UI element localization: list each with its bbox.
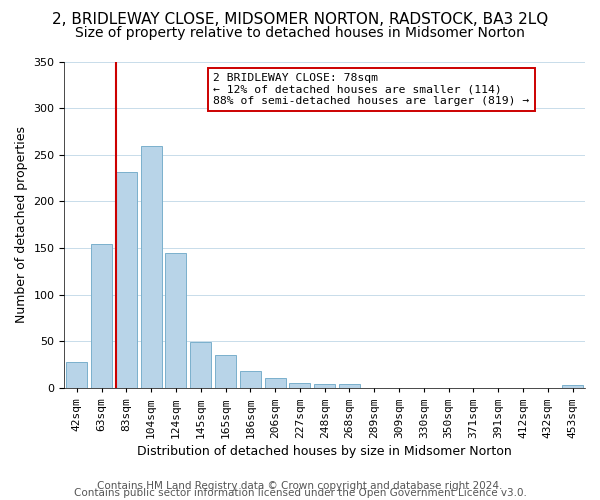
X-axis label: Distribution of detached houses by size in Midsomer Norton: Distribution of detached houses by size …: [137, 444, 512, 458]
Bar: [562, 385, 583, 388]
Bar: [314, 384, 335, 388]
Bar: [240, 371, 261, 388]
Bar: [190, 342, 211, 388]
Bar: [66, 362, 88, 388]
Bar: [265, 378, 286, 388]
Text: 2, BRIDLEWAY CLOSE, MIDSOMER NORTON, RADSTOCK, BA3 2LQ: 2, BRIDLEWAY CLOSE, MIDSOMER NORTON, RAD…: [52, 12, 548, 28]
Text: Size of property relative to detached houses in Midsomer Norton: Size of property relative to detached ho…: [75, 26, 525, 40]
Bar: [116, 172, 137, 388]
Bar: [91, 244, 112, 388]
Y-axis label: Number of detached properties: Number of detached properties: [15, 126, 28, 324]
Bar: [289, 384, 310, 388]
Text: 2 BRIDLEWAY CLOSE: 78sqm
← 12% of detached houses are smaller (114)
88% of semi-: 2 BRIDLEWAY CLOSE: 78sqm ← 12% of detach…: [213, 72, 529, 106]
Bar: [339, 384, 360, 388]
Bar: [166, 253, 187, 388]
Text: Contains HM Land Registry data © Crown copyright and database right 2024.: Contains HM Land Registry data © Crown c…: [97, 481, 503, 491]
Bar: [215, 356, 236, 388]
Text: Contains public sector information licensed under the Open Government Licence v3: Contains public sector information licen…: [74, 488, 526, 498]
Bar: [140, 146, 162, 388]
